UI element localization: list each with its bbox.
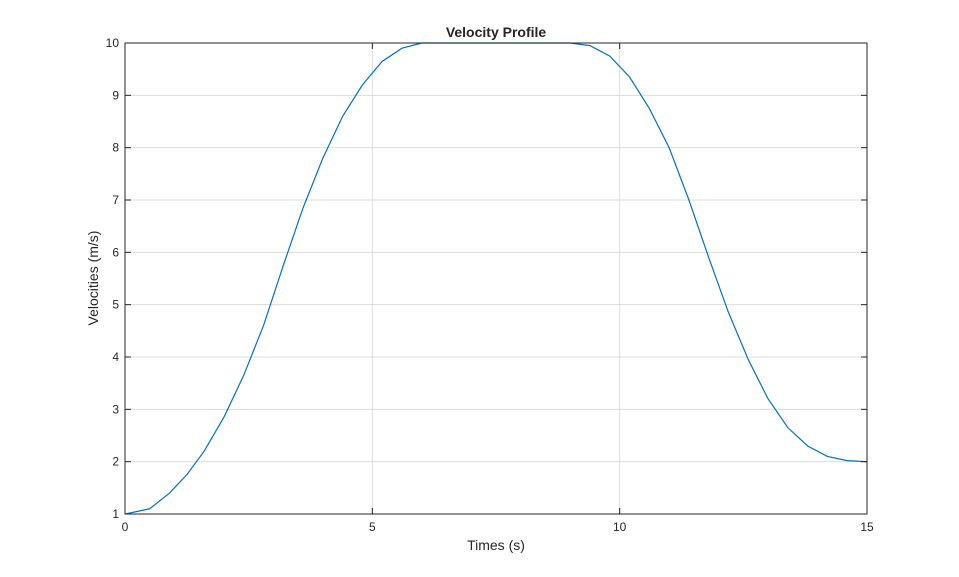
chart-title: Velocity Profile [446,24,547,40]
y-tick-label: 8 [112,141,119,155]
y-axis-label: Velocities (m/s) [85,231,101,326]
x-tick-label: 15 [860,520,874,534]
y-tick-label: 9 [112,88,119,102]
plot-background [125,43,867,514]
grid [125,43,867,514]
y-tick-label: 3 [112,402,119,416]
x-tick-label: 10 [613,520,627,534]
x-tick-label: 5 [369,520,376,534]
y-tick-label: 6 [112,245,119,259]
ticks: 0 5 10 15 1 2 3 4 5 6 7 8 9 10 [106,36,874,534]
x-axis-label: Times (s) [467,537,525,553]
y-tick-label: 2 [112,455,119,469]
x-tick-label: 0 [122,520,129,534]
y-tick-label: 1 [112,507,119,521]
plot-frame [124,42,868,515]
y-tick-label: 4 [112,350,119,364]
y-tick-label: 10 [106,36,120,50]
y-tick-label: 5 [112,298,119,312]
y-tick-label: 7 [112,193,119,207]
